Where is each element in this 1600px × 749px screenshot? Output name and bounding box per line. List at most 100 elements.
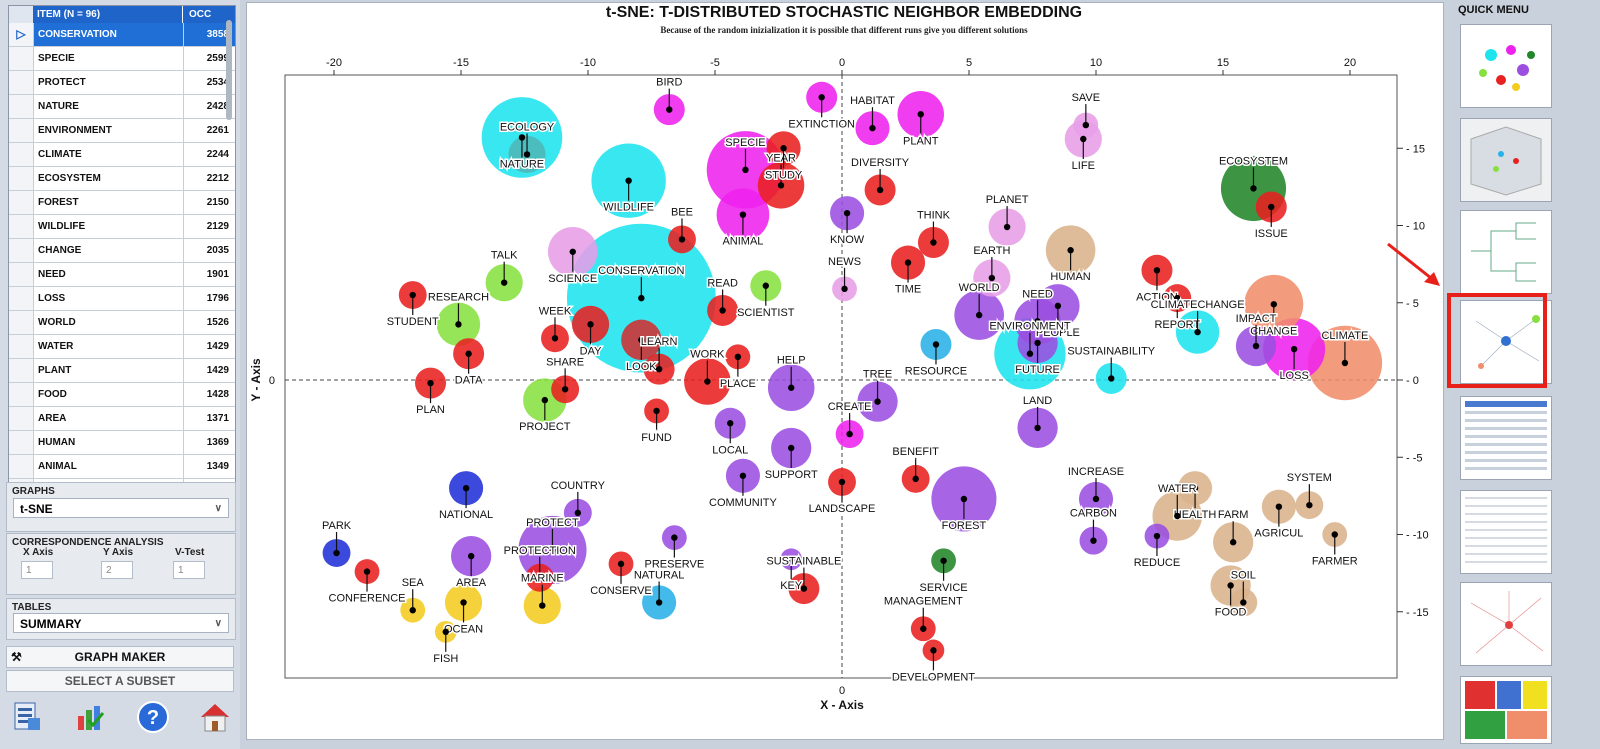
column-header-occ[interactable]: OCC [189,9,212,20]
thumb-scatter[interactable] [1460,24,1552,108]
point-label: NEED [1022,288,1053,300]
table-row[interactable]: FOOD 1428 [9,383,235,407]
point-dot [975,311,983,319]
table-row[interactable]: FOREST 2150 [9,191,235,215]
table-row[interactable]: CHANGE 2035 [9,239,235,263]
thumb-matrix[interactable] [1460,490,1552,574]
row-marker [9,191,34,214]
help-icon[interactable]: ? [136,700,170,734]
tsne-scatter-plot[interactable]: -20 -15 -10 -5 0 5 10 15 20 - -15 - -10 - -5 - 0 - 5 -… [246,2,1442,738]
point-label: CLIMATECHANGE [1151,299,1245,311]
row-marker [9,215,34,238]
point-label: PROJECT [519,421,571,433]
point-dot [912,475,919,483]
table-row[interactable]: LOSS 1796 [9,287,235,311]
point-dot [561,386,569,393]
point-dot [1290,345,1298,353]
point-dot [841,285,848,293]
thumb-treemap[interactable] [1460,676,1552,744]
tables-dropdown[interactable]: SUMMARY ∨ [13,613,229,633]
thumb-radial[interactable] [1460,582,1552,666]
row-marker [9,47,34,70]
row-item: FOOD [34,383,184,406]
row-item: SPECIE [34,47,184,70]
x-tick-label: 15 [1217,57,1229,69]
x-axis-select[interactable]: 1 [21,561,53,579]
table-row[interactable]: ▷ CONSERVATION 3858 [9,23,235,47]
table-row[interactable]: PROTECT 2534 [9,71,235,95]
point-dot [846,430,853,438]
row-item: WATER [34,335,184,358]
row-item: WILDLIFE [34,215,184,238]
table-scrollbar[interactable] [226,20,232,120]
point-dot [1080,135,1087,143]
row-marker [9,239,34,262]
v-test-select[interactable]: 1 [173,561,205,579]
thumb-network[interactable] [1460,300,1552,384]
row-occ: 2599 [206,53,229,64]
home-icon[interactable] [198,700,232,734]
row-marker [9,167,34,190]
point-label: THINK [917,209,951,221]
point-label: FUTURE [1015,364,1060,376]
table-row[interactable]: ECOSYSTEM 2212 [9,167,235,191]
table-row[interactable]: WILDLIFE 2129 [9,215,235,239]
chart-check-icon[interactable] [74,700,108,734]
table-row[interactable]: ENVIRONMENT 2261 [9,119,235,143]
table-row[interactable]: WATER 1429 [9,335,235,359]
thumb-3d[interactable] [1460,118,1552,202]
point-dot [1227,582,1234,589]
select-subset-button[interactable]: SELECT A SUBSET [6,670,234,692]
point-label: NATURAL [634,569,685,581]
table-row[interactable]: HUMAN 1369 [9,431,235,455]
table-row[interactable]: NATURE 2428 [9,95,235,119]
table-row[interactable]: PLANT 1429 [9,359,235,383]
point-dot [333,549,340,557]
table-row[interactable]: AREA 1371 [9,407,235,431]
point-dot [455,321,462,328]
plot-frame [284,74,1398,679]
table-row[interactable]: ANIMAL 1349 [9,455,235,479]
point-label: PARK [322,520,352,532]
graphs-value: t-SNE [20,502,53,516]
point-label: HABITAT [850,95,895,107]
row-occ: 2261 [206,125,229,136]
table-row[interactable]: SPECIE 2599 [9,47,235,71]
point-label: WEEK [539,305,572,317]
point-dot [666,106,673,113]
thumb-table[interactable] [1460,396,1552,480]
y-axis-value: 2 [106,565,112,576]
point-dot [442,628,449,636]
x-tick-label: -15 [453,57,469,69]
thumb-dendrogram[interactable] [1460,210,1552,294]
point-dot [500,279,508,286]
graphs-dropdown[interactable]: t-SNE ∨ [13,498,229,518]
point-dot [1026,350,1034,357]
table-row[interactable]: NEED 1901 [9,263,235,287]
point-dot [638,336,645,344]
table-header: ITEM (N = 96) OCC [9,6,235,23]
row-occ: 2150 [206,197,229,208]
graph-maker-button[interactable]: ⚒ GRAPH MAKER [6,646,234,668]
row-occ: 2244 [206,149,229,160]
x-origin-label: 0 [839,685,845,697]
point-dot [788,384,795,391]
y-tick-label: - 5 [1406,298,1419,310]
point-label: HEALTH [1174,509,1217,521]
point-label: COUNTRY [551,480,606,492]
point-label: LOCAL [712,444,748,456]
row-marker [9,263,34,286]
point-dot [932,341,940,348]
point-label: FARMER [1312,556,1358,568]
row-occ: 1796 [206,293,229,304]
y-axis-select[interactable]: 2 [101,561,133,579]
hammer-icon: ⚒ [11,650,22,664]
table-row[interactable]: WORLD 1526 [9,311,235,335]
select-subset-label: SELECT A SUBSET [64,674,176,688]
spreadsheet-icon[interactable] [10,700,44,734]
table-row[interactable]: CLIMATE 2244 [9,143,235,167]
point-dot [874,398,881,405]
column-header-item[interactable]: ITEM (N = 96) [33,6,183,23]
y-axis-title: Y - Axis [249,358,263,402]
point-dot [1090,537,1097,544]
